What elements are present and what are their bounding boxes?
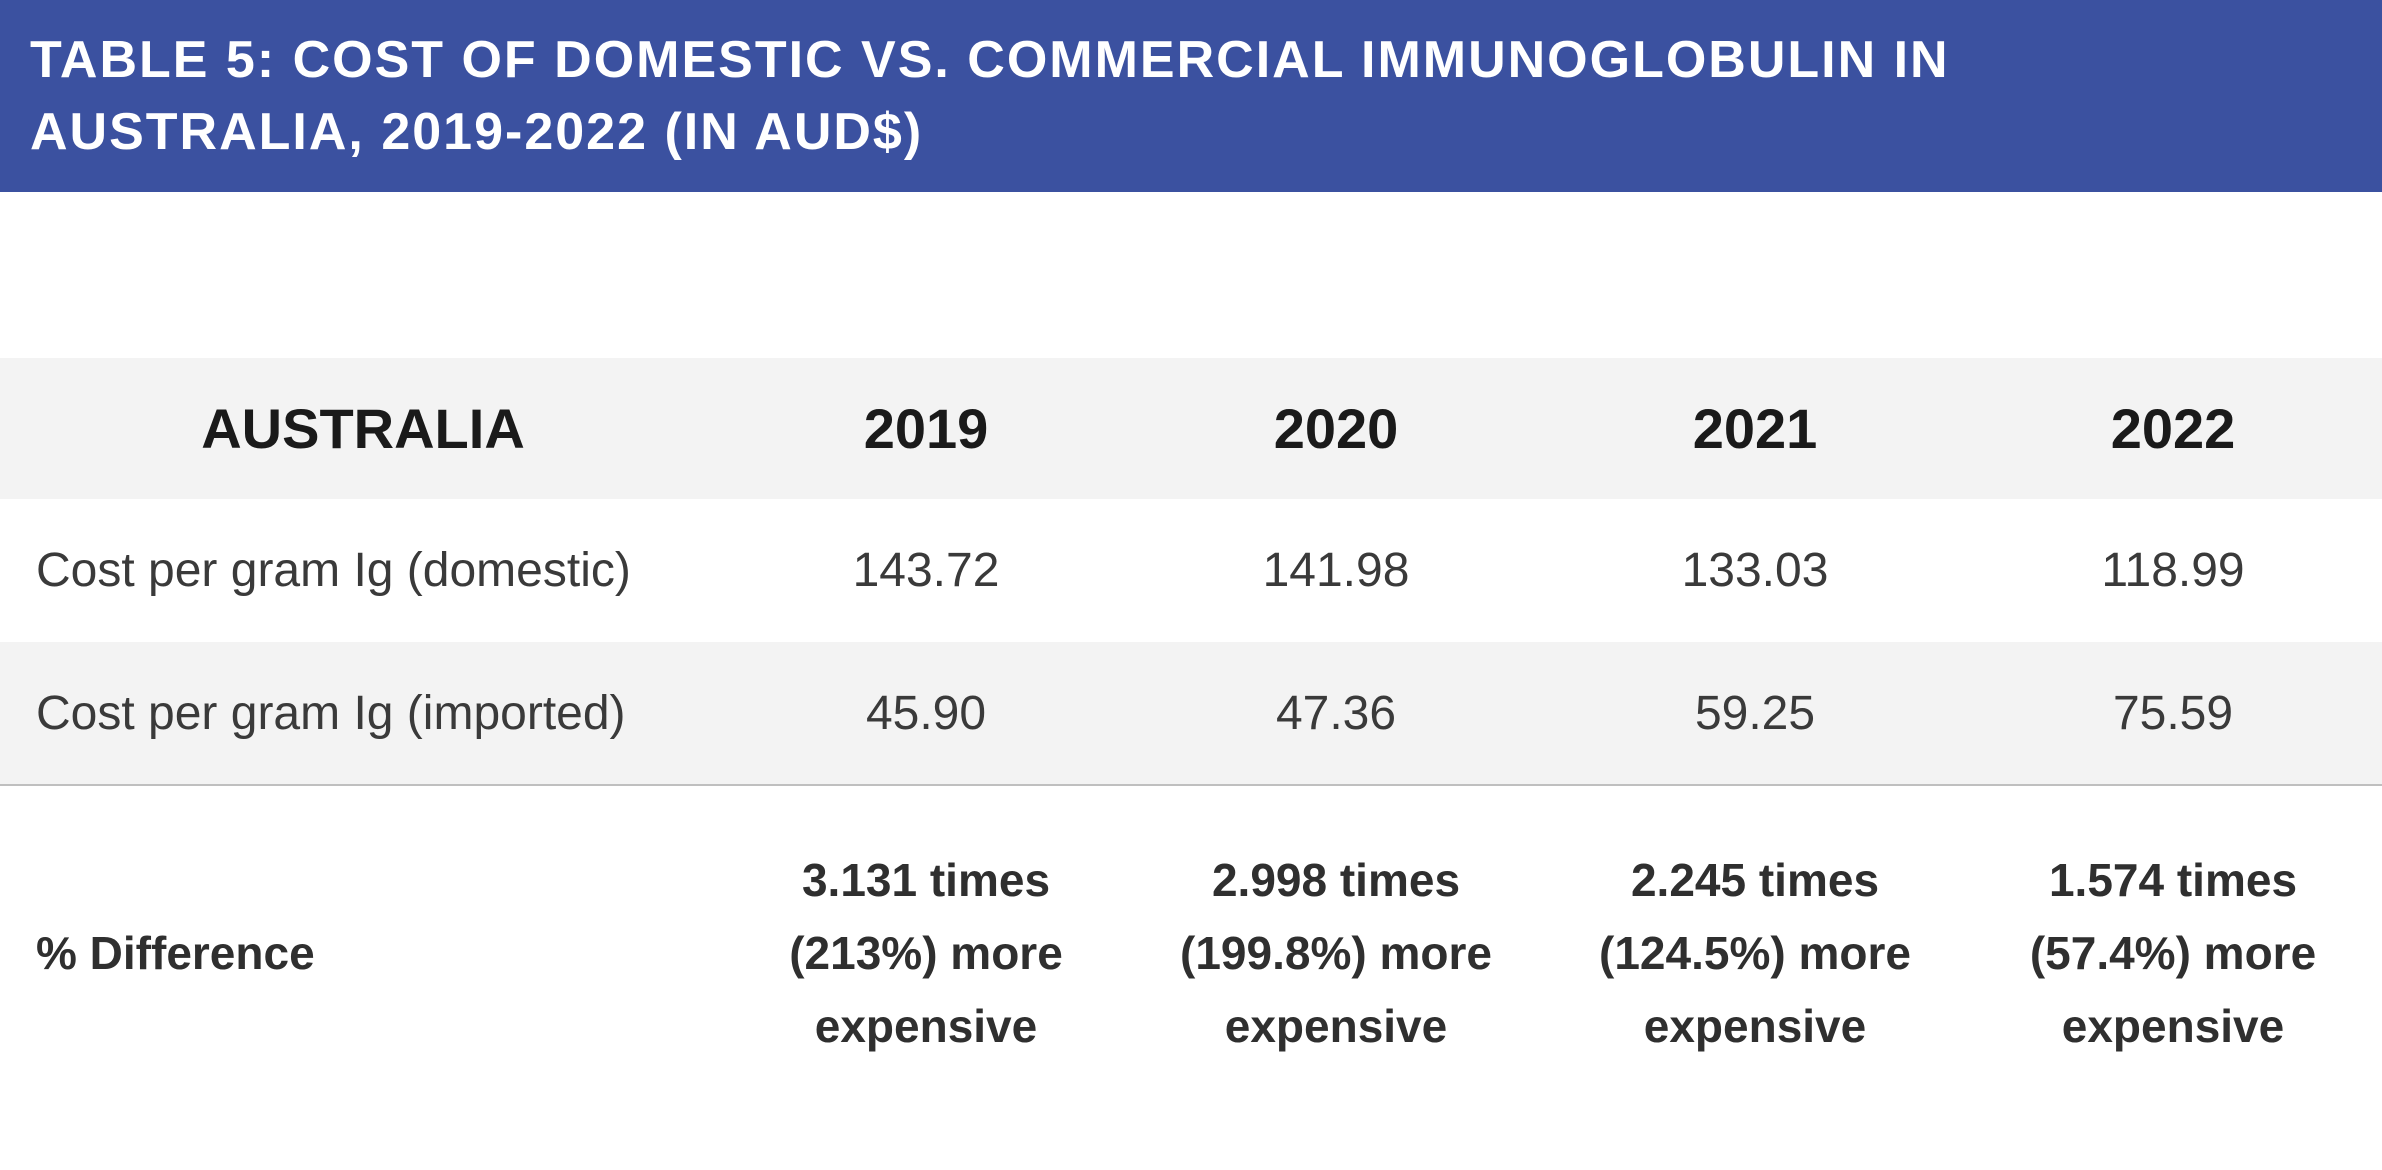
- row-label: % Difference: [36, 926, 315, 979]
- header-country: AUSTRALIA: [201, 397, 525, 460]
- cell-value: 143.72: [852, 544, 1000, 597]
- data-table-container: AUSTRALIA 2019 2020 2021 2022 Cost per g…: [0, 358, 2382, 1120]
- table-row-domestic: Cost per gram Ig (domestic) 143.72 141.9…: [0, 499, 2382, 642]
- cell-value: 141.98: [1262, 544, 1410, 597]
- header-2019: 2019: [863, 397, 989, 460]
- cell-value: 59.25: [1694, 686, 1816, 740]
- difference-value: 2.245 times (124.5%) more expensive: [1599, 853, 1911, 1052]
- cost-table: AUSTRALIA 2019 2020 2021 2022 Cost per g…: [0, 358, 2382, 1120]
- cell-value: 133.03: [1681, 544, 1829, 597]
- table-header-row: AUSTRALIA 2019 2020 2021 2022: [0, 358, 2382, 499]
- difference-value: 2.998 times (199.8%) more expensive: [1180, 853, 1492, 1052]
- title-banner: TABLE 5: COST OF DOMESTIC VS. COMMERCIAL…: [0, 0, 2382, 192]
- row-label: Cost per gram Ig (domestic): [36, 544, 631, 597]
- cell-value: 47.36: [1275, 686, 1397, 740]
- difference-value: 1.574 times (57.4%) more expensive: [2029, 853, 2317, 1052]
- cell-value: 45.90: [865, 686, 987, 740]
- header-2022: 2022: [2110, 397, 2236, 460]
- table-row-imported: Cost per gram Ig (imported) 45.90 47.36 …: [0, 642, 2382, 785]
- cell-value: 75.59: [2112, 686, 2234, 740]
- header-2021: 2021: [1692, 397, 1818, 460]
- difference-value: 3.131 times (213%) more expensive: [789, 853, 1063, 1052]
- row-label: Cost per gram Ig (imported): [36, 686, 626, 740]
- table-row-difference: % Difference 3.131 times (213%) more exp…: [0, 785, 2382, 1120]
- header-2020: 2020: [1273, 397, 1399, 460]
- cell-value: 118.99: [2101, 544, 2245, 597]
- table-title: TABLE 5: COST OF DOMESTIC VS. COMMERCIAL…: [30, 31, 1950, 161]
